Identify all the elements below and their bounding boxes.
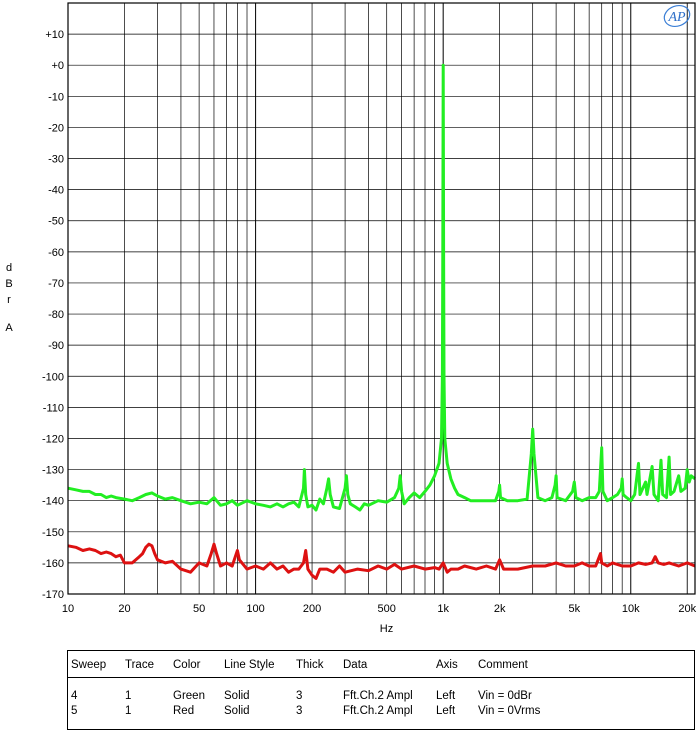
- x-tick-label: 20k: [678, 603, 696, 615]
- y-tick-label: -50: [48, 216, 64, 228]
- legend-row-2-axis: Left: [436, 705, 456, 717]
- legend-header-comment: Comment: [478, 659, 528, 671]
- y-axis-label-b: B: [5, 278, 13, 290]
- legend-header-thick: Thick: [296, 659, 324, 671]
- legend-separator: [68, 677, 694, 678]
- legend-row-1-trace: 1: [125, 690, 132, 702]
- legend-header-color: Color: [173, 659, 201, 671]
- y-axis-label-d: d: [5, 262, 13, 274]
- y-tick-label: -150: [42, 527, 64, 539]
- legend-header-data: Data: [343, 659, 368, 671]
- y-axis-label-a: A: [5, 322, 13, 334]
- y-tick-label: +0: [51, 60, 64, 72]
- y-tick-label: -130: [42, 465, 64, 477]
- x-tick-label: 500: [378, 603, 396, 615]
- y-tick-label: +10: [45, 29, 64, 41]
- y-tick-label: -80: [48, 309, 64, 321]
- legend-header-line-style: Line Style: [224, 659, 275, 671]
- y-tick-label: -20: [48, 122, 64, 134]
- x-tick-label: 200: [303, 603, 321, 615]
- legend-row-1-style: Solid: [224, 690, 250, 702]
- y-tick-label: -140: [42, 496, 64, 508]
- x-tick-label: 10: [62, 603, 74, 615]
- legend-header-axis: Axis: [436, 659, 458, 671]
- legend-row-1-axis: Left: [436, 690, 456, 702]
- x-tick-label: 20: [118, 603, 130, 615]
- legend-row-1-color: Green: [173, 690, 205, 702]
- legend-row-1-data: Fft.Ch.2 Ampl: [343, 690, 413, 702]
- legend-row-2-data: Fft.Ch.2 Ampl: [343, 705, 413, 717]
- legend-row-2-trace: 1: [125, 705, 132, 717]
- legend-header-sweep: Sweep: [71, 659, 107, 671]
- x-tick-label: 5k: [568, 603, 580, 615]
- x-tick-label: 10k: [622, 603, 640, 615]
- legend-row-2-sweep: 5: [71, 705, 78, 717]
- legend-table: Sweep Trace Color Line Style Thick Data …: [67, 650, 695, 730]
- svg-text:AP: AP: [667, 10, 686, 25]
- y-tick-label: -160: [42, 558, 64, 570]
- series-layer: [67, 63, 696, 580]
- legend-row-1-thick: 3: [296, 690, 303, 702]
- grid: [67, 2, 695, 595]
- x-tick-label: 50: [193, 603, 205, 615]
- x-tick-label: 1k: [437, 603, 449, 615]
- legend-row-2-style: Solid: [224, 705, 250, 717]
- y-tick-label: -90: [48, 340, 64, 352]
- y-tick-label: -120: [42, 433, 64, 445]
- series-red-trace: [67, 542, 696, 580]
- x-tick-labels: 10 20 50 100 200 500 1k 2k 5k 10k 20k: [62, 603, 697, 615]
- legend-row-2-color: Red: [173, 705, 195, 717]
- legend-row-1-comment: Vin = 0dBr: [478, 690, 532, 702]
- y-tick-label: -30: [48, 154, 64, 166]
- y-tick-label: -10: [48, 91, 64, 103]
- y-tick-label: -110: [43, 402, 64, 414]
- y-axis-label-r: r: [7, 294, 11, 306]
- legend-row-2-comment: Vin = 0Vrms: [478, 705, 541, 717]
- y-tick-label: -40: [48, 185, 64, 197]
- y-tick-label: -100: [42, 371, 64, 383]
- x-tick-label: 100: [246, 603, 264, 615]
- y-tick-label: -60: [48, 247, 64, 259]
- plot-frame: [67, 2, 696, 595]
- x-tick-label: 2k: [494, 603, 506, 615]
- ap-logo: AP: [663, 5, 691, 27]
- legend-header-trace: Trace: [125, 659, 154, 671]
- x-axis-label: Hz: [380, 623, 393, 635]
- y-tick-labels: +10 +0 -10 -20 -30 -40 -50 -60 -70 -80 -90 -100 -110…: [42, 29, 64, 601]
- series-green-trace: [67, 63, 696, 512]
- y-tick-label: -170: [42, 589, 64, 601]
- legend-row-2-thick: 3: [296, 705, 303, 717]
- y-tick-label: -70: [48, 278, 64, 290]
- legend-row-1-sweep: 4: [71, 690, 78, 702]
